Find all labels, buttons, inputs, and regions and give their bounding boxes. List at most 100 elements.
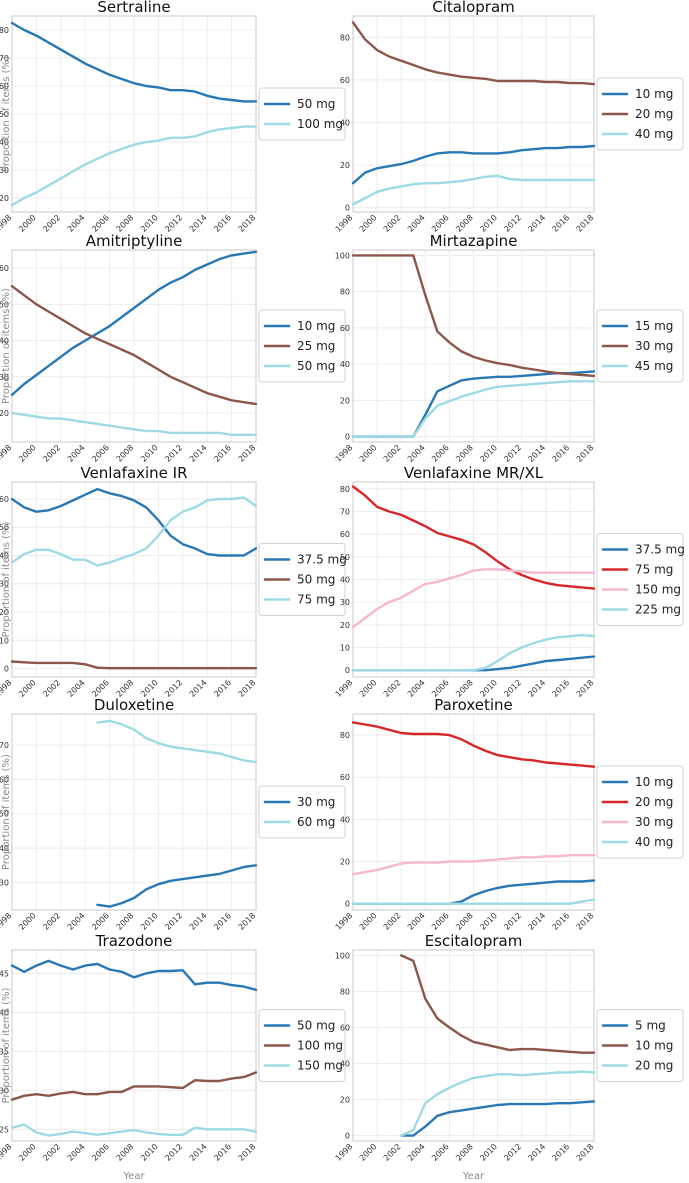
trazodone-legend	[258, 1009, 346, 1082]
venlafaxine-ir-xtick-2018: 2018	[237, 678, 258, 699]
escitalopram-xtick-2012: 2012	[502, 1142, 523, 1163]
venlafaxine-mr-xl-legend-label-75-mg: 75 mg	[635, 563, 673, 577]
sertraline-xtick-2004: 2004	[66, 213, 87, 234]
venlafaxine-ir-series-37-5-mg	[10, 487, 258, 557]
trazodone-xtick-2010: 2010	[139, 1142, 160, 1163]
venlafaxine-mr-xl-title: Venlafaxine MR/XL	[404, 464, 544, 482]
sertraline-legend	[258, 87, 346, 141]
escitalopram-xtick-2008: 2008	[454, 1142, 475, 1163]
citalopram-xtick-2006: 2006	[430, 213, 451, 234]
mirtazapine-ytick-60: 60	[340, 324, 350, 333]
amitriptyline-xtick-2006: 2006	[90, 443, 111, 464]
trazodone-title: Trazodone	[95, 932, 173, 950]
citalopram-xtick-2002: 2002	[382, 213, 403, 234]
paroxetine-xtick-2002: 2002	[382, 911, 403, 932]
trazodone-ytick-25: 25	[0, 1125, 9, 1134]
citalopram-legend-label-40-mg: 40 mg	[635, 127, 673, 141]
mirtazapine-legend-label-45-mg: 45 mg	[635, 359, 673, 373]
paroxetine-xtick-2004: 2004	[406, 911, 427, 932]
venlafaxine-mr-xl-ytick-60: 60	[340, 530, 350, 539]
trazodone-legend-label-100-mg: 100 mg	[297, 1039, 343, 1053]
venlafaxine-ir-xtick-2000: 2000	[17, 678, 38, 699]
venlafaxine-mr-xl-ytick-80: 80	[340, 485, 350, 494]
sertraline-legend-label-100-mg: 100 mg	[297, 117, 343, 131]
amitriptyline-xtick-2018: 2018	[237, 443, 258, 464]
escitalopram-xtick-2000: 2000	[358, 1142, 379, 1163]
amitriptyline-ytick-20: 20	[0, 409, 9, 418]
amitriptyline-xtick-2010: 2010	[139, 443, 160, 464]
mirtazapine-xtick-2004: 2004	[406, 443, 427, 464]
chart-escitalopram: 0 20 40 60 80 100 1998 2000 2002 2004 2006 2008 2010…	[334, 932, 684, 1182]
mirtazapine-ytick-0: 0	[345, 433, 350, 442]
escitalopram-legend	[596, 1009, 684, 1082]
sertraline-ytick-30: 30	[0, 166, 9, 175]
venlafaxine-mr-xl-xtick-2000: 2000	[358, 678, 379, 699]
escitalopram-title: Escitalopram	[425, 932, 523, 950]
amitriptyline-xtick-2014: 2014	[188, 443, 209, 464]
citalopram-xtick-2016: 2016	[551, 213, 572, 234]
venlafaxine-ir-legend-label-50-mg: 50 mg	[297, 573, 335, 587]
paroxetine-legend-label-30-mg: 30 mg	[635, 815, 673, 829]
duloxetine-xtick-2006: 2006	[90, 911, 111, 932]
trazodone-plot-frame	[11, 949, 257, 1142]
mirtazapine-xtick-2018: 2018	[575, 443, 596, 464]
paroxetine-title: Paroxetine	[434, 696, 513, 714]
paroxetine-xtick-2010: 2010	[478, 911, 499, 932]
trazodone-xtick-2012: 2012	[163, 1142, 184, 1163]
sertraline-ytick-50: 50	[0, 110, 9, 119]
paroxetine-legend-label-40-mg: 40 mg	[635, 835, 673, 849]
escitalopram-xtick-2016: 2016	[551, 1142, 572, 1163]
sertraline-xtick-2006: 2006	[90, 213, 111, 234]
sertraline-xtick-2018: 2018	[237, 213, 258, 234]
escitalopram-legend-label-10-mg: 10 mg	[635, 1039, 673, 1053]
escitalopram-series-10-mg	[400, 954, 596, 1054]
paroxetine-plot-frame	[352, 713, 595, 911]
trazodone-xtick-2018: 2018	[237, 1142, 258, 1163]
amitriptyline-xtick-2008: 2008	[115, 443, 136, 464]
amitriptyline-legend	[258, 309, 346, 383]
escitalopram-xtick-2006: 2006	[430, 1142, 451, 1163]
escitalopram-series-20-mg	[400, 1070, 596, 1137]
sertraline-series-50-mg	[10, 21, 258, 103]
venlafaxine-mr-xl-xtick-2018: 2018	[575, 678, 596, 699]
sertraline-ytick-20: 20	[0, 194, 9, 203]
paroxetine-ytick-0: 0	[345, 900, 350, 909]
venlafaxine-mr-xl-legend-label-225-mg: 225 mg	[635, 603, 681, 617]
trazodone-xtick-2000: 2000	[17, 1142, 38, 1163]
paroxetine-series-40-mg	[351, 898, 596, 905]
mirtazapine-xtick-2010: 2010	[478, 443, 499, 464]
citalopram-series-20-mg	[351, 21, 596, 86]
paroxetine-legend	[596, 765, 684, 859]
venlafaxine-ir-ytick-10: 10	[0, 636, 9, 645]
venlafaxine-ir-ytick-60: 60	[0, 495, 9, 504]
citalopram-xtick-2000: 2000	[358, 213, 379, 234]
venlafaxine-mr-xl-xtick-2014: 2014	[526, 678, 547, 699]
paroxetine-xtick-1998: 1998	[334, 911, 355, 932]
trazodone-xtick-2002: 2002	[41, 1142, 62, 1163]
venlafaxine-ir-ytick-40: 40	[0, 551, 9, 560]
duloxetine-xtick-1998: 1998	[0, 911, 13, 932]
venlafaxine-mr-xl-series-150-mg	[351, 568, 596, 629]
paroxetine-series-30-mg	[351, 854, 596, 876]
citalopram-legend-label-20-mg: 20 mg	[635, 107, 673, 121]
venlafaxine-ir-ytick-30: 30	[0, 580, 9, 589]
duloxetine-xtick-2016: 2016	[212, 911, 233, 932]
sertraline-xtick-2016: 2016	[212, 213, 233, 234]
paroxetine-xtick-2008: 2008	[454, 911, 475, 932]
sertraline-xtick-1998: 1998	[0, 213, 13, 234]
mirtazapine-xtick-1998: 1998	[334, 443, 355, 464]
amitriptyline-xtick-2016: 2016	[212, 443, 233, 464]
venlafaxine-ir-legend-label-37-5-mg: 37.5 mg	[297, 553, 347, 567]
venlafaxine-ir-plot-frame	[11, 481, 257, 678]
chart-mirtazapine: 0 20 40 60 80 100 1998 2000 2002 2004 2006 2008 2010…	[334, 232, 684, 464]
venlafaxine-mr-xl-ytick-10: 10	[340, 644, 350, 653]
venlafaxine-mr-xl-legend	[596, 533, 684, 626]
citalopram-ytick-60: 60	[340, 76, 350, 85]
venlafaxine-mr-xl-series-225-mg	[351, 633, 596, 672]
duloxetine-ytick-30: 30	[0, 878, 9, 887]
venlafaxine-ir-xtick-2016: 2016	[212, 678, 233, 699]
paroxetine-xtick-2006: 2006	[430, 911, 451, 932]
